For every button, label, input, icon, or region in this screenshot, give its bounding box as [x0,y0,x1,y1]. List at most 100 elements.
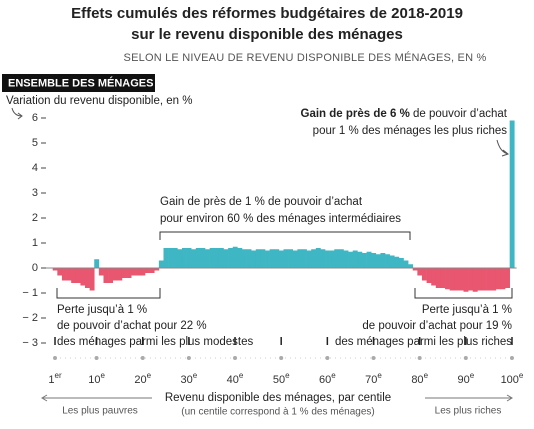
annotation: Gain de près de 6 % de pouvoir d’achat [301,108,508,120]
x-tick-dot [94,356,99,360]
bar [371,253,377,268]
annotation-arrow [496,139,510,157]
bar [385,254,390,268]
bar [338,249,344,268]
x-tick-dot [371,356,376,360]
y-tick-label: − 3 [22,337,38,349]
bar [89,268,95,291]
x-axis-label: Revenu disponible des ménages, par centi… [165,392,391,404]
annotation-text: de pouvoir d’achat [410,108,508,120]
bar [509,120,515,268]
bar [163,248,169,268]
bar [445,268,450,290]
annotation: pour 1 % des ménages les plus riches [313,125,508,137]
bar [297,249,303,268]
annotation: des ménages parmi les plus modestes [57,336,253,348]
bar [440,268,446,288]
bar [325,250,330,268]
bar [108,268,114,283]
annotation: Perte jusqu’à 1 % [57,304,147,316]
y-tick-label: 0 [32,262,38,274]
bracket [159,231,411,240]
bar [408,264,414,268]
bar [283,249,289,268]
x-tick-dot [463,356,468,360]
bar [431,268,437,286]
y-tick-label: 6 [32,112,38,124]
bar [366,251,372,268]
bar [468,268,474,291]
x-tick-dot [325,356,330,360]
bar [449,268,455,291]
bar [343,250,349,268]
bar [103,268,109,283]
bar [75,268,81,283]
bar [403,260,409,268]
bar [80,268,86,286]
bar [301,249,307,268]
bar [375,254,381,268]
y-tick-label: 1 [32,237,38,249]
bar [94,259,100,268]
bar [352,250,358,268]
bar [154,268,160,271]
bracket [56,288,161,299]
bar [140,268,146,276]
bar [112,268,118,281]
bracket [414,288,513,299]
bar [228,248,234,268]
bar [241,249,247,268]
x-tick-label: 100e [501,371,524,386]
x-tick-label: 10e [88,371,105,386]
bar [357,251,363,268]
bar [426,268,432,283]
bar [412,268,418,271]
x-tick-label: 1er [48,371,62,386]
bar [135,268,141,276]
x-tick-label: 20e [134,371,151,386]
bar [195,248,201,268]
bar [361,253,367,268]
bar [491,268,497,291]
annotation: de pouvoir d’achat pour 22 % [57,320,207,332]
x-tick-dot [417,356,422,360]
annotation: Gain de près de 1 % de pouvoir d’achat [160,196,363,208]
x-tick-dot [186,356,191,360]
bar [292,250,298,268]
y-tick-label: 2 [32,212,38,224]
bar [495,268,501,290]
bar [380,253,386,268]
bar [505,268,510,288]
y-tick-label: − 2 [22,312,38,324]
annotation: des ménages parmi les plus riches [335,336,512,348]
x-tick-label: 90e [457,371,474,386]
y-tick-label: 4 [32,162,38,174]
bar [121,268,127,278]
bar [315,248,321,268]
bar [186,248,192,268]
y-tick-label: 3 [32,187,38,199]
bar [389,255,395,268]
bar [191,249,197,268]
bar [246,249,252,268]
bar [394,256,400,268]
x-tick-dot [53,356,58,360]
bar [158,260,164,268]
x-tick-dot [140,356,145,360]
bar [181,248,187,268]
bar [52,268,58,271]
badge-bg [2,74,155,92]
bar [274,249,280,268]
bar [481,268,487,291]
bar [71,268,77,283]
bar [334,249,340,268]
bar [306,250,312,268]
bar [417,268,423,276]
bar [435,268,441,288]
bar [168,248,174,268]
bar [288,249,294,268]
bar [251,250,257,268]
bar [145,268,150,273]
x-tick-label: 70e [365,371,382,386]
bar [57,268,63,276]
